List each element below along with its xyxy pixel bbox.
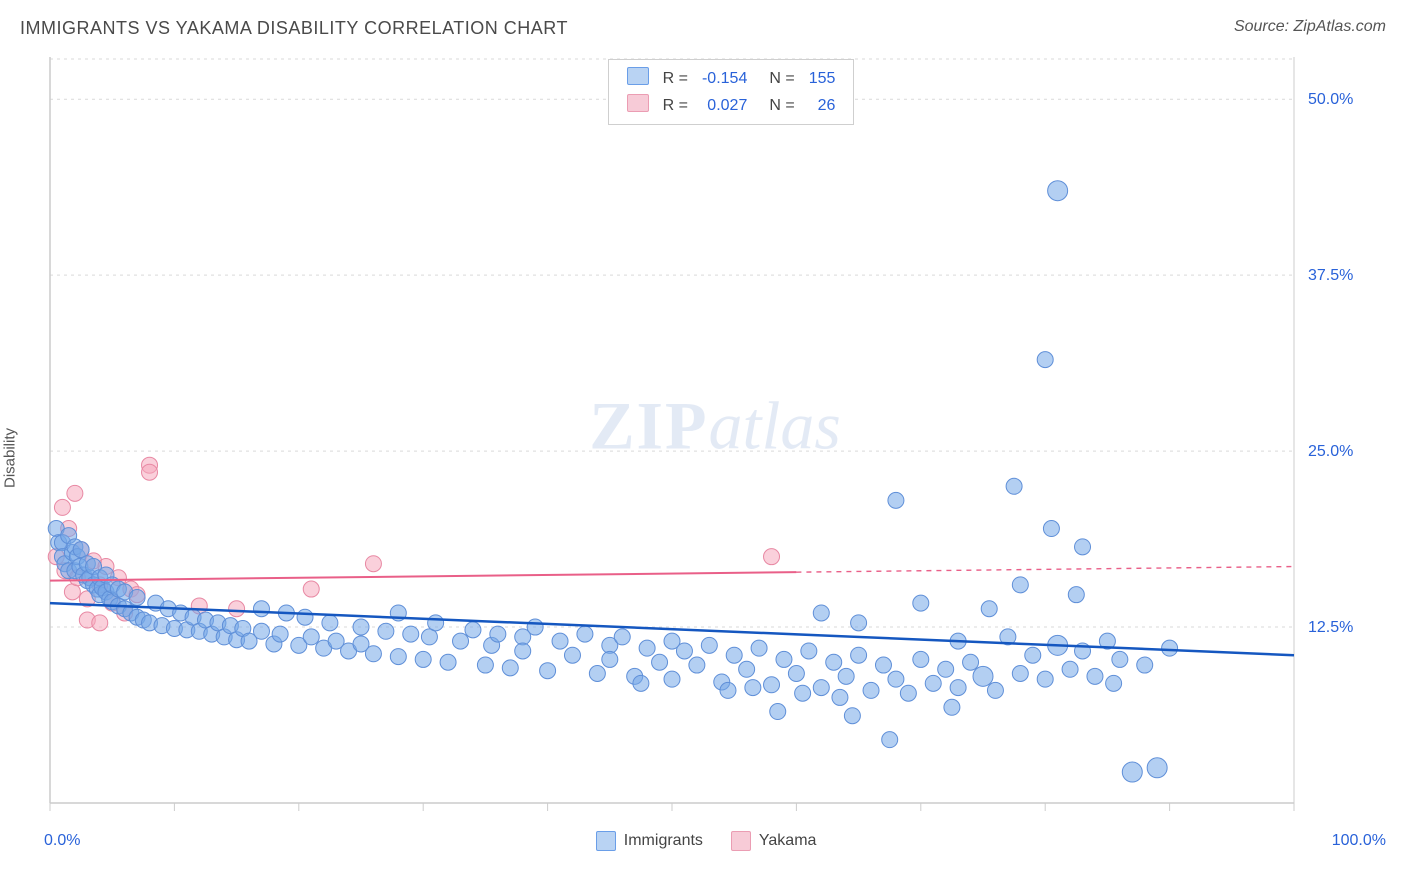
legend-swatch-immigrants [627,67,649,85]
legend-row-immigrants: R = -0.154 N = 155 [621,66,842,91]
legend-n-label: N = [755,93,800,118]
svg-text:37.5%: 37.5% [1308,267,1353,284]
legend-label-immigrants: Immigrants [624,832,703,850]
chart-header: IMMIGRANTS VS YAKAMA DISABILITY CORRELAT… [0,0,1406,39]
correlation-legend: R = -0.154 N = 155 R = 0.027 N = 26 [608,59,855,125]
legend-item-yakama: Yakama [731,831,817,851]
legend-item-immigrants: Immigrants [596,831,703,851]
legend-label-yakama: Yakama [759,832,817,850]
x-axis-min-label: 0.0% [44,832,80,850]
series-legend: Immigrants Yakama [596,831,817,851]
legend-swatch-yakama [627,94,649,112]
svg-text:12.5%: 12.5% [1308,619,1353,636]
source-label: Source: ZipAtlas.com [1234,18,1386,36]
scatter-plot: 12.5% 25.0% 37.5% 50.0% [44,53,1364,823]
x-axis-row: 0.0% Immigrants Yakama 100.0% [44,831,1386,851]
chart-title: IMMIGRANTS VS YAKAMA DISABILITY CORRELAT… [20,18,568,39]
legend-r-yakama: 0.027 [696,93,753,118]
legend-swatch-yakama [731,831,751,851]
x-axis-max-label: 100.0% [1332,832,1386,850]
legend-r-label: R = [657,93,694,118]
legend-n-yakama: 26 [803,93,842,118]
y-axis-label: Disability [2,428,19,488]
chart-area: Disability 12.5%25.0%37.5%50.0% ZIPatlas… [44,53,1386,863]
legend-row-yakama: R = 0.027 N = 26 [621,93,842,118]
legend-n-immigrants: 155 [803,66,842,91]
legend-r-label: R = [657,66,694,91]
svg-text:50.0%: 50.0% [1308,91,1353,108]
legend-swatch-immigrants [596,831,616,851]
legend-n-label: N = [755,66,800,91]
legend-r-immigrants: -0.154 [696,66,753,91]
svg-text:25.0%: 25.0% [1308,443,1353,460]
